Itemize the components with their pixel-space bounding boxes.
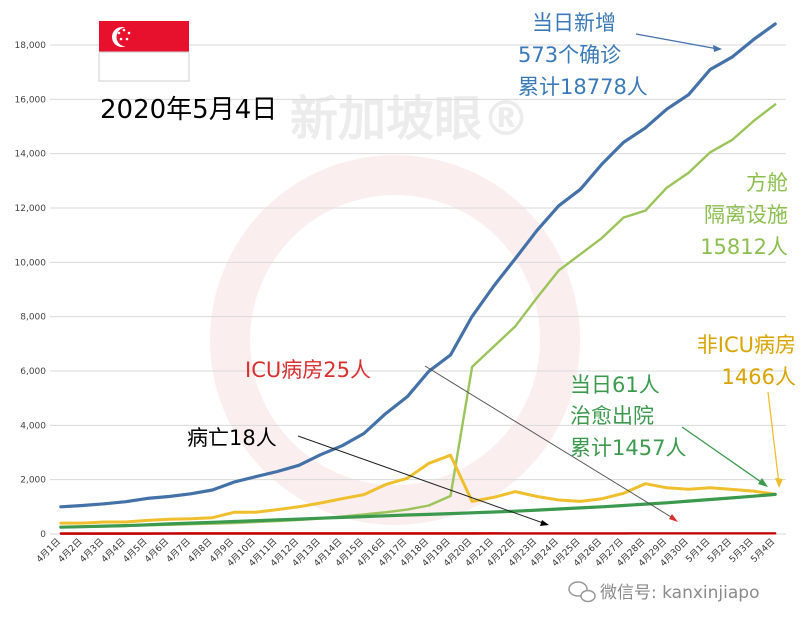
y-tick-label: 6,000 [20,367,46,377]
annotation-dorm-line1: 方舱 [746,171,788,195]
grid-layer [50,44,786,535]
annotation-non-icu: 非ICU病房 1466人 [697,333,796,389]
wechat-id: 微信号: kanxinjiapo [600,583,759,603]
watermark: 新加坡眼® [210,91,580,525]
series-layer [59,22,777,535]
y-tick-label: 2,000 [20,476,46,486]
annotation-icu: ICU病房25人 [245,358,371,382]
annotation-dorm-line3: 15812人 [700,235,788,259]
y-tick-label: 18,000 [15,41,47,51]
annotation-non-icu-line1: 非ICU病房 [697,333,796,357]
annotation-total-line2: 573个确诊 [518,43,621,67]
annotation-total-line1: 当日新增 [532,11,616,35]
annotation-discharged: 当日61人 治愈出院 累计1457人 [570,373,686,460]
y-tick-label: 16,000 [15,95,47,105]
watermark-text: 新加坡眼® [290,91,530,147]
x-tick-label: 5月4日 [749,536,778,565]
y-tick-label: 0 [40,530,46,540]
chart-title: 2020年5月4日 [100,95,277,125]
x-axis-ticks: 4月1日4月2日4月3日4月4日4月5日4月6日4月7日4月8日4月9日4月10… [34,536,777,569]
annotation-discharged-line2: 治愈出院 [570,404,654,428]
series-line-non-icu [59,453,777,525]
annotation-discharged-line1: 当日61人 [570,373,660,397]
series-line-total [59,22,777,509]
watermark-circle-logo [210,155,580,525]
annotation-dorm-line2: 隔离设施 [704,203,788,227]
y-axis-ticks: 0 2,000 4,000 6,000 8,000 10,000 12,000 14,000 1… [15,41,47,540]
annotation-total: 当日新增 573个确诊 累计18778人 [518,11,648,99]
annotation-arrows [297,33,783,526]
annotation-dorm: 方舱 隔离设施 15812人 [700,171,788,259]
wechat-icon [568,581,596,603]
annotation-deaths: 病亡18人 [187,426,277,450]
series-line-discharged [59,492,777,529]
singapore-flag-icon [98,21,190,82]
annotation-non-icu-line2: 1466人 [722,365,796,389]
y-tick-label: 8,000 [20,313,46,323]
annotation-total-line3: 累计18778人 [518,75,648,99]
annotation-discharged-line3: 累计1457人 [570,436,686,460]
y-tick-label: 4,000 [20,421,46,431]
y-tick-label: 10,000 [15,258,47,268]
wechat-footer: 微信号: kanxinjiapo [568,581,759,603]
y-tick-label: 14,000 [15,150,47,160]
y-tick-label: 12,000 [15,204,47,214]
